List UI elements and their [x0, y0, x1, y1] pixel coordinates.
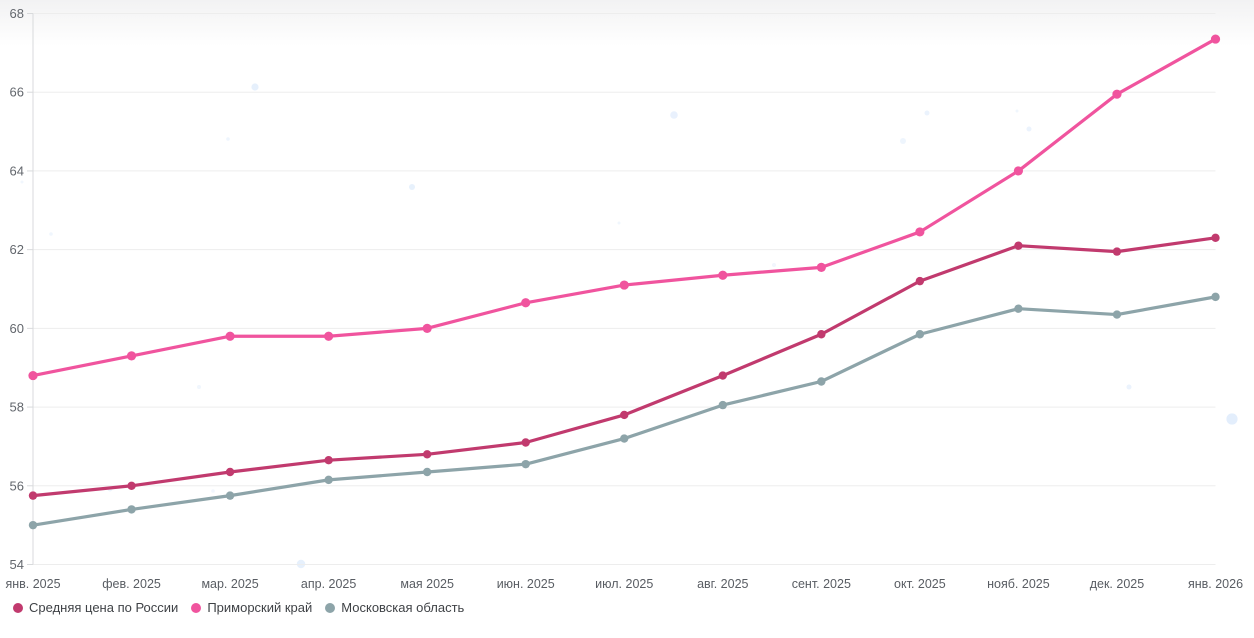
y-axis-label-60: 60: [10, 321, 24, 336]
series-line-1: [31, 37, 1218, 378]
legend-label: Московская область: [341, 600, 465, 615]
y-axis-label-56: 56: [10, 478, 24, 493]
background-bubble: [1015, 109, 1019, 113]
data-point-s1-7[interactable]: [718, 270, 728, 280]
legend-item-2[interactable]: Московская область: [325, 599, 464, 617]
data-point-s2-4[interactable]: [422, 467, 432, 477]
data-point-s2-1[interactable]: [127, 505, 136, 514]
data-point-s1-12[interactable]: [1210, 34, 1221, 44]
x-axis-label-6: июл. 2025: [595, 577, 653, 591]
background-bubble: [20, 180, 24, 184]
data-point-s1-1[interactable]: [126, 351, 137, 361]
background-bubble: [617, 221, 621, 225]
data-point-s2-5[interactable]: [521, 459, 530, 469]
data-point-s1-3[interactable]: [324, 331, 334, 341]
data-point-s0-5[interactable]: [521, 438, 530, 447]
y-axis-label-64: 64: [10, 163, 24, 178]
data-point-s0-2[interactable]: [225, 467, 235, 477]
data-point-s2-2[interactable]: [225, 491, 235, 500]
y-axis-label-66: 66: [10, 85, 24, 100]
data-point-s1-6[interactable]: [619, 280, 629, 290]
y-axis-label-58: 58: [10, 400, 24, 415]
x-axis-label-10: нояб. 2025: [987, 577, 1050, 591]
data-point-s0-8[interactable]: [817, 330, 826, 339]
background-bubble: [670, 111, 678, 119]
x-axis-label-8: сент. 2025: [792, 577, 851, 591]
legend-item-0[interactable]: Средняя цена по России: [13, 599, 178, 617]
data-point-s2-12[interactable]: [1211, 292, 1220, 302]
y-axis-label-68: 68: [10, 6, 24, 21]
data-point-s0-11[interactable]: [1112, 247, 1122, 256]
background-bubble: [1026, 126, 1032, 132]
data-point-s1-5[interactable]: [521, 298, 531, 308]
data-point-s2-3[interactable]: [324, 475, 333, 485]
data-point-s2-9[interactable]: [915, 330, 925, 339]
background-bubble: [1126, 384, 1132, 390]
data-point-s2-7[interactable]: [718, 400, 727, 410]
data-point-s0-3[interactable]: [324, 456, 333, 465]
data-point-s1-10[interactable]: [1013, 166, 1024, 176]
data-point-s0-4[interactable]: [422, 450, 432, 459]
data-point-s0-10[interactable]: [1014, 241, 1023, 250]
x-axis-label-5: июн. 2025: [497, 577, 555, 591]
data-point-s0-7[interactable]: [718, 371, 727, 380]
x-axis-label-3: апр. 2025: [301, 577, 356, 591]
legend-dot-icon: [13, 603, 23, 613]
legend-dot-icon: [325, 603, 336, 613]
background-bubble: [197, 385, 201, 389]
legend-label: Приморский край: [207, 600, 313, 615]
series-line-0: [31, 236, 1218, 498]
background-bubble: [924, 110, 930, 116]
data-point-s1-9[interactable]: [915, 227, 925, 237]
data-point-s2-6[interactable]: [620, 434, 629, 443]
data-point-s0-0[interactable]: [28, 491, 38, 500]
legend-item-1[interactable]: Приморский край: [191, 599, 312, 617]
legend: Средняя цена по России Приморский край Мос…: [13, 599, 464, 617]
data-point-s2-10[interactable]: [1014, 304, 1023, 313]
background-bubble: [1226, 413, 1238, 425]
data-point-s1-0[interactable]: [28, 370, 38, 381]
x-axis-label-1: фев. 2025: [102, 577, 161, 591]
data-point-s1-8[interactable]: [816, 262, 826, 272]
data-point-s1-2[interactable]: [225, 331, 235, 341]
x-axis-label-4: мая 2025: [400, 577, 454, 591]
background-bubble: [211, 489, 215, 493]
data-point-s0-1[interactable]: [127, 481, 136, 490]
data-point-s1-11[interactable]: [1112, 89, 1122, 99]
background-bubble: [49, 232, 53, 236]
x-axis-label-0: янв. 2025: [5, 577, 60, 591]
data-point-s2-11[interactable]: [1112, 310, 1122, 319]
data-point-s1-4[interactable]: [422, 323, 432, 333]
x-axis-label-9: окт. 2025: [894, 577, 946, 591]
x-axis-label-2: мар. 2025: [201, 577, 258, 591]
x-axis-label-11: дек. 2025: [1090, 577, 1145, 591]
background-bubble: [900, 138, 906, 144]
background-bubble: [409, 184, 415, 190]
background-bubble: [251, 83, 259, 91]
data-point-s0-12[interactable]: [1211, 233, 1220, 243]
data-point-s2-8[interactable]: [817, 377, 826, 386]
y-axis-label-62: 62: [10, 242, 24, 257]
x-axis-label-12: янв. 2026: [1188, 577, 1243, 591]
background-bubble: [772, 263, 776, 267]
data-point-s0-9[interactable]: [915, 276, 925, 286]
data-point-s2-0[interactable]: [28, 520, 38, 530]
x-axis-label-7: авг. 2025: [697, 577, 748, 591]
legend-label: Средняя цена по России: [29, 600, 179, 615]
y-axis-label-54: 54: [10, 557, 24, 572]
background-bubble: [226, 137, 230, 141]
legend-dot-icon: [191, 603, 202, 613]
data-point-s0-6[interactable]: [620, 410, 629, 420]
